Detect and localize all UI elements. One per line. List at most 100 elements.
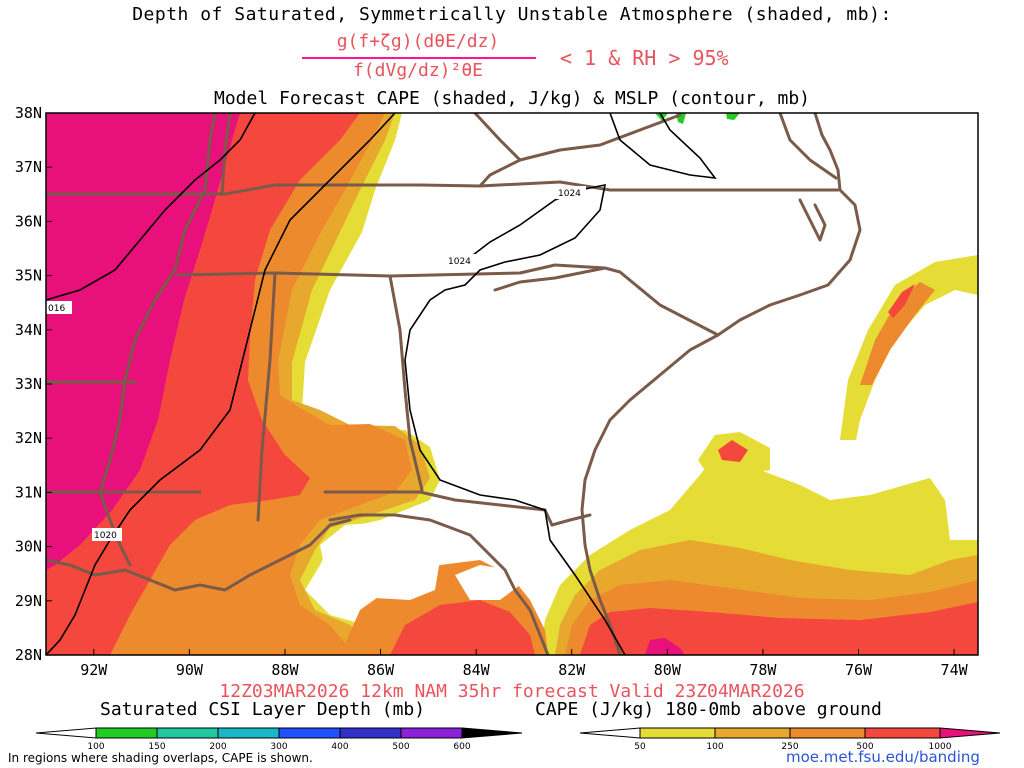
lon-label: 88W bbox=[271, 661, 299, 679]
river-tn bbox=[220, 113, 232, 196]
source-url[interactable]: moe.met.fsu.edu/banding bbox=[786, 748, 980, 766]
coast-chesapeake bbox=[798, 198, 827, 242]
csi-tick-label: 600 bbox=[453, 742, 470, 752]
latitude-axis: 38N 37N 36N 35N 34N 33N 32N 31N 30N 29N 28N bbox=[15, 104, 52, 664]
cape-tick-label: 50 bbox=[634, 742, 646, 752]
csi-swatch bbox=[278, 727, 341, 739]
csi-swatch bbox=[339, 727, 402, 739]
coast-gulf-la-ms bbox=[46, 518, 352, 592]
title-line-3: Model Forecast CAPE (shaded, J/kg) & MSL… bbox=[213, 88, 811, 109]
lon-label: 82W bbox=[558, 661, 586, 679]
isobar-1020 bbox=[46, 113, 396, 655]
formula-condition: < 1 & RH > 95% bbox=[560, 46, 729, 70]
state-line-tn-ky-east bbox=[478, 158, 522, 188]
isobar-label-1024-b: 1024 bbox=[448, 257, 471, 267]
isobar-label-box-1 bbox=[556, 186, 586, 199]
csi-tick-label: 200 bbox=[209, 742, 226, 752]
title-line-1: Depth of Saturated, Symmetrically Unstab… bbox=[132, 4, 892, 25]
cape-end-high bbox=[939, 727, 1001, 739]
lon-label: 74W bbox=[941, 661, 969, 679]
isobar-1024-north bbox=[609, 113, 717, 180]
csi-swatch bbox=[217, 727, 280, 739]
state-line-va-wv bbox=[473, 113, 682, 162]
state-line-35n bbox=[176, 263, 607, 278]
lon-label: 76W bbox=[845, 661, 873, 679]
isobar-labels: 1024 1024 016 1020 bbox=[46, 186, 586, 541]
cape-shade-gulf-1000 bbox=[645, 638, 685, 655]
csi-tick-label: 100 bbox=[87, 742, 104, 752]
formula-denominator: f(dVg/dz)²θE bbox=[352, 60, 484, 81]
lat-label: 28N bbox=[15, 646, 42, 664]
state-line-va-md bbox=[778, 113, 838, 180]
state-line-nc-sc bbox=[493, 266, 720, 337]
coast-east bbox=[580, 113, 862, 655]
boundary-lines bbox=[46, 113, 862, 655]
csi-swatch bbox=[156, 727, 219, 739]
map-area: 1024 1024 016 1020 bbox=[46, 113, 978, 655]
csi-patch-3 bbox=[726, 113, 740, 120]
state-line-al-ga bbox=[388, 274, 424, 492]
isobar-label-016: 016 bbox=[48, 304, 65, 314]
lat-label: 36N bbox=[15, 212, 42, 230]
csi-tick-label: 500 bbox=[392, 742, 409, 752]
state-line-ms-al bbox=[256, 271, 277, 522]
formula-fraction-bar bbox=[302, 57, 536, 59]
isobar-label-box-4 bbox=[92, 528, 122, 541]
csi-tick-label: 300 bbox=[270, 742, 287, 752]
lon-label: 84W bbox=[463, 661, 491, 679]
csi-tick-label: 150 bbox=[148, 742, 165, 752]
lon-label: 92W bbox=[80, 661, 108, 679]
lat-label: 33N bbox=[15, 375, 42, 393]
lat-label: 37N bbox=[15, 158, 42, 176]
cape-shade-central-gulf-500 bbox=[390, 600, 535, 655]
csi-colorbar: 100 150 200 300 400 500 600 bbox=[35, 727, 523, 752]
cape-tick-label: 100 bbox=[706, 742, 723, 752]
cape-swatch bbox=[864, 727, 941, 739]
isobar-1016 bbox=[46, 113, 256, 301]
longitude-axis: 92W 90W 88W 86W 84W 82W 80W 78W 76W 74W bbox=[80, 649, 969, 679]
lat-label: 30N bbox=[15, 538, 42, 556]
lat-label: 34N bbox=[15, 321, 42, 339]
csi-swatch bbox=[95, 727, 158, 739]
overlap-note: In regions where shading overlaps, CAPE … bbox=[8, 751, 313, 765]
cape-shade-gulf-500 bbox=[580, 602, 978, 655]
lat-label: 35N bbox=[15, 267, 42, 285]
coast-fl-panhandle bbox=[328, 513, 550, 655]
isobar-label-box-2 bbox=[446, 254, 476, 267]
cape-shade-atlantic-blob-500 bbox=[718, 440, 748, 462]
lat-label: 29N bbox=[15, 592, 42, 610]
cape-shade-atlantic-500 bbox=[888, 284, 915, 318]
cape-swatch bbox=[714, 727, 791, 739]
lat-label: 38N bbox=[15, 104, 42, 122]
lon-label: 80W bbox=[654, 661, 682, 679]
csi-end-low bbox=[35, 727, 97, 739]
cape-tick-label: 1000 bbox=[929, 742, 952, 752]
lon-label: 86W bbox=[367, 661, 395, 679]
cape-swatch bbox=[639, 727, 716, 739]
valid-time-line: 12Z03MAR2026 12km NAM 35hr forecast Vali… bbox=[219, 681, 805, 702]
cape-shade-atlantic-250 bbox=[860, 282, 935, 385]
csi-tick-label: 400 bbox=[331, 742, 348, 752]
csi-end-high bbox=[461, 727, 523, 739]
formula-numerator: g(f+ζg)(dθE/dz) bbox=[336, 31, 500, 52]
lat-label: 31N bbox=[15, 483, 42, 501]
cape-tick-label: 500 bbox=[856, 742, 873, 752]
lon-label: 78W bbox=[749, 661, 777, 679]
cape-tick-label: 250 bbox=[781, 742, 798, 752]
state-line-fl-ga-east bbox=[550, 513, 592, 527]
river-mississippi bbox=[98, 113, 217, 494]
cape-shade-1000 bbox=[46, 113, 240, 570]
csi-swatch bbox=[400, 727, 463, 739]
cape-swatch bbox=[789, 727, 866, 739]
cape-end-low bbox=[579, 727, 641, 739]
csi-colorbar-title: Saturated CSI Layer Depth (mb) bbox=[100, 699, 426, 720]
isobar-label-1024-a: 1024 bbox=[558, 189, 581, 199]
cape-colorbar: 50 100 250 500 1000 bbox=[579, 727, 1001, 752]
cape-hole-1 bbox=[320, 522, 440, 600]
lon-label: 90W bbox=[176, 661, 204, 679]
cape-hole-2 bbox=[455, 565, 520, 600]
lat-label: 32N bbox=[15, 429, 42, 447]
cape-colorbar-title: CAPE (J/kg) 180-0mb above ground bbox=[535, 699, 882, 720]
isobar-label-1020: 1020 bbox=[94, 531, 117, 541]
